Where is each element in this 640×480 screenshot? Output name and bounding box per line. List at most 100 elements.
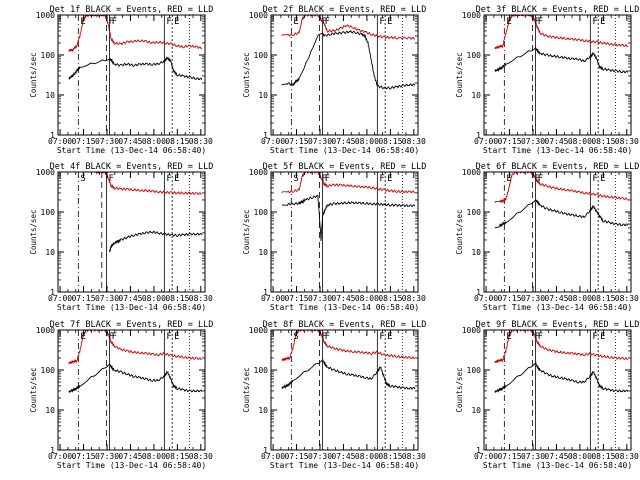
plot-area (68, 330, 203, 450)
plot-frame (483, 14, 632, 136)
x-axis-label: Start Time (13-Dec-14 06:58:40) (483, 146, 632, 155)
lld-series-line (281, 15, 415, 40)
plot-area (281, 15, 416, 135)
y-tick-label: 100 (254, 208, 269, 217)
interval-marker-label: S (293, 174, 298, 184)
y-tick-label: 10 (258, 91, 268, 100)
y-tick-label: 100 (254, 51, 269, 60)
events-series-line (281, 359, 416, 390)
y-axis-label: Counts/sec (242, 367, 251, 412)
events-series-line (109, 230, 203, 253)
x-tick-label: 07:00 (474, 137, 498, 146)
x-tick-label: 07:30 (521, 452, 545, 461)
y-axis-label: Counts/sec (242, 209, 251, 254)
plot-area (281, 330, 416, 450)
interval-marker-label: E (506, 332, 511, 342)
panel-title: Det 2f BLACK = Events, RED = LLD (263, 5, 427, 15)
x-tick-label: 08:30 (189, 294, 213, 303)
x-tick-label: 07:15 (71, 137, 95, 146)
interval-marker-label: F (321, 17, 326, 27)
interval-marker-label: F (379, 174, 384, 184)
x-tick-label: 07:15 (497, 452, 521, 461)
plot-area (494, 15, 629, 135)
x-tick-label: 08:00 (355, 452, 379, 461)
lld-series-line (494, 15, 628, 50)
x-tick-label: 08:00 (142, 137, 166, 146)
x-axis-label: Start Time (13-Dec-14 06:58:40) (57, 146, 206, 155)
lld-series-line (68, 15, 202, 53)
interval-marker-label: E (80, 332, 85, 342)
x-tick-label: 08:15 (378, 294, 402, 303)
lld-series-line (68, 330, 202, 365)
y-tick-label: 1 (50, 288, 55, 297)
y-tick-label: 1000 (36, 326, 55, 335)
y-tick-label: 10 (258, 406, 268, 415)
y-axis-label: Counts/sec (29, 52, 38, 97)
plot-frame (483, 329, 632, 451)
interval-marker-label: E (174, 332, 179, 342)
y-tick-label: 1000 (462, 11, 481, 20)
interval-marker-label: E (600, 174, 605, 184)
x-tick-label: 07:15 (71, 452, 95, 461)
y-tick-label: 1 (263, 446, 268, 455)
x-tick-label: 07:30 (308, 294, 332, 303)
x-axis-label: Start Time (13-Dec-14 06:58:40) (270, 303, 419, 312)
plot-area (68, 15, 203, 135)
y-axis-label: Counts/sec (455, 52, 464, 97)
lld-series-line (494, 330, 628, 364)
x-axis-label: Start Time (13-Dec-14 06:58:40) (483, 461, 632, 470)
x-tick-label: 07:00 (48, 452, 72, 461)
x-tick-label: 07:00 (261, 294, 285, 303)
x-tick-label: 07:45 (331, 137, 355, 146)
y-tick-label: 1000 (249, 326, 268, 335)
x-tick-label: 08:15 (591, 452, 615, 461)
panel-title: Det 5f BLACK = Events, RED = LLD (263, 162, 427, 172)
x-tick-label: 08:30 (615, 452, 639, 461)
x-tick-label: 08:00 (355, 137, 379, 146)
panel-title: Det 4f BLACK = Events, RED = LLD (50, 162, 214, 172)
x-tick-label: 07:15 (497, 137, 521, 146)
x-tick-label: 07:00 (474, 452, 498, 461)
plot-frame (270, 329, 419, 451)
x-tick-label: 07:00 (48, 137, 72, 146)
events-series-line (68, 56, 203, 81)
x-tick-label: 08:00 (142, 452, 166, 461)
x-tick-label: 08:30 (402, 452, 426, 461)
y-axis-label: Counts/sec (242, 52, 251, 97)
y-tick-label: 100 (467, 366, 482, 375)
interval-marker-label: E (506, 17, 511, 27)
panel-title: Det 9f BLACK = Events, RED = LLD (476, 320, 640, 330)
interval-marker-label: E (600, 17, 605, 27)
x-tick-label: 07:45 (544, 137, 568, 146)
interval-marker-label: F (592, 332, 597, 342)
interval-marker-label: F (321, 174, 326, 184)
x-tick-label: 08:00 (142, 294, 166, 303)
x-axis-label: Start Time (13-Dec-14 06:58:40) (270, 461, 419, 470)
lld-series-line (95, 172, 202, 195)
y-axis-label: Counts/sec (455, 209, 464, 254)
y-tick-label: 100 (467, 51, 482, 60)
interval-marker-label: F (379, 332, 384, 342)
x-tick-label: 07:45 (118, 294, 142, 303)
x-tick-label: 08:15 (165, 452, 189, 461)
y-tick-label: 1 (476, 131, 481, 140)
interval-marker-label: F (379, 17, 384, 27)
x-tick-label: 08:30 (402, 294, 426, 303)
y-axis-label: Counts/sec (455, 367, 464, 412)
interval-marker-label: F (321, 332, 326, 342)
x-tick-label: 07:30 (95, 452, 119, 461)
x-tick-label: 07:30 (308, 137, 332, 146)
interval-marker-label: F (325, 332, 330, 342)
interval-marker-label: E (174, 17, 179, 27)
events-series-line (494, 199, 629, 229)
x-tick-label: 07:45 (331, 452, 355, 461)
y-tick-label: 1 (263, 131, 268, 140)
y-tick-label: 1000 (249, 11, 268, 20)
x-tick-label: 07:30 (95, 294, 119, 303)
interval-marker-label: S (80, 174, 85, 184)
x-axis-label: Start Time (13-Dec-14 06:58:40) (57, 303, 206, 312)
